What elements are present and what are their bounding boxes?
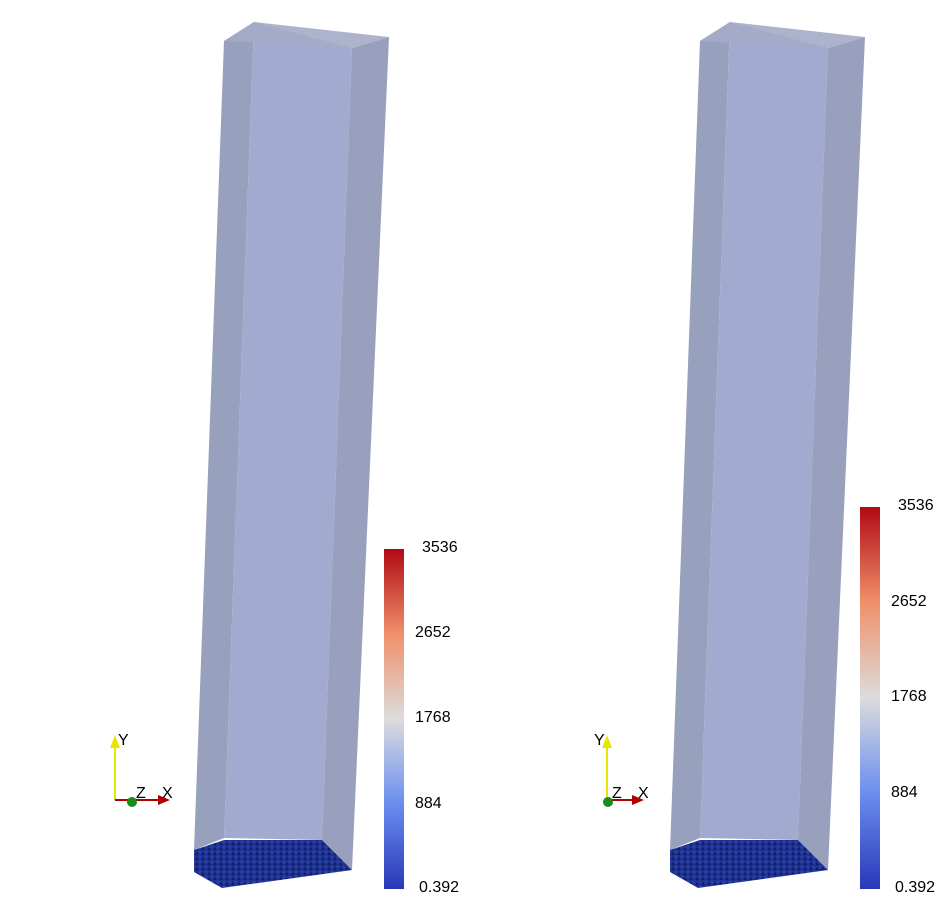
axis-label-z: Z bbox=[136, 785, 146, 802]
colorbar-tick-2652: 2652 bbox=[415, 624, 451, 641]
axis-label-x: X bbox=[638, 785, 649, 802]
colorbar-tick-min: 0.392 bbox=[895, 879, 936, 896]
colorbar bbox=[860, 507, 880, 889]
axis-label-x: X bbox=[162, 785, 173, 802]
axis-label-z: Z bbox=[612, 785, 622, 802]
axis-label-y: Y bbox=[118, 732, 129, 749]
colorbar-tick-884: 884 bbox=[415, 795, 442, 812]
orientation-axes bbox=[110, 735, 170, 807]
colorbar-tick-max: 3536 bbox=[422, 539, 458, 556]
box-top-face bbox=[224, 22, 389, 48]
orientation-axes bbox=[602, 735, 644, 807]
colorbar-tick-max: 3536 bbox=[898, 497, 934, 514]
scene-left bbox=[110, 22, 404, 889]
render-view-right[interactable]: 3536 2652 1768 884 0.392 Y Z X bbox=[476, 0, 952, 912]
colorbar-tick-1768: 1768 bbox=[891, 688, 927, 705]
scene-right bbox=[602, 22, 880, 889]
box-front-face bbox=[700, 22, 828, 840]
particle-bed bbox=[194, 840, 352, 888]
box-left-face bbox=[670, 22, 730, 850]
box-top-face bbox=[700, 22, 865, 48]
colorbar-tick-2652: 2652 bbox=[891, 593, 927, 610]
box-right-face bbox=[322, 37, 389, 870]
particle-bed bbox=[670, 840, 828, 888]
colorbar-tick-884: 884 bbox=[891, 784, 918, 801]
box-left-face bbox=[194, 22, 254, 850]
box-front-face bbox=[224, 22, 352, 840]
box-right-face bbox=[798, 37, 865, 870]
colorbar bbox=[384, 549, 404, 889]
axis-label-y: Y bbox=[594, 732, 605, 749]
colorbar-tick-min: 0.392 bbox=[419, 879, 460, 896]
render-view-left[interactable]: 3536 2652 1768 884 0.392 Y Z X bbox=[0, 0, 476, 912]
colorbar-tick-1768: 1768 bbox=[415, 709, 451, 726]
